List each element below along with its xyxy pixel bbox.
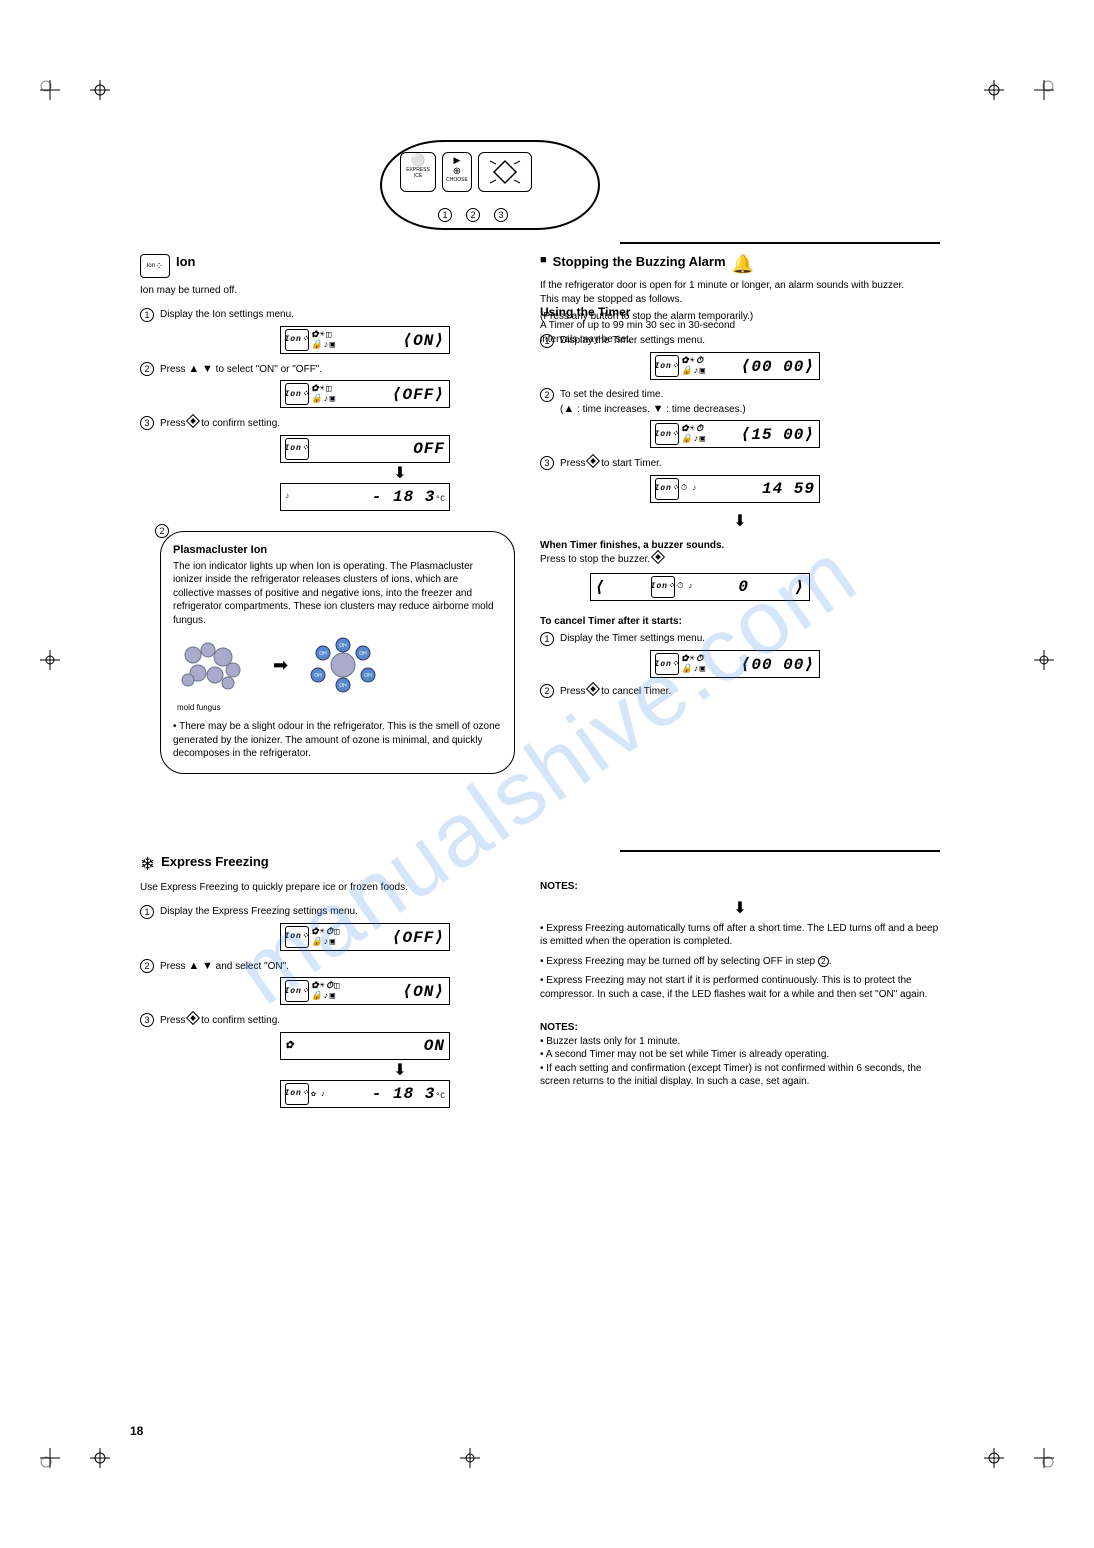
crop-tr2 (984, 80, 1004, 100)
exp-lcd-on2: ✿ ON (280, 1032, 450, 1060)
panel-body1: The ion indicator lights up when Ion is … (173, 560, 502, 628)
ion-step-2: 2 (140, 362, 154, 376)
exp-note2: • Express Freezing may be turned off by … (540, 955, 940, 969)
exp-step1: Display the Express Freezing settings me… (160, 905, 358, 919)
exp-lcd-on: Ion⁘✿☀⏱◫🔒♪▣ ⟨ON⟩ (280, 977, 450, 1005)
mold-after-icon: OH OH OH OH OH OH (298, 635, 398, 695)
svg-text:OH: OH (364, 673, 372, 679)
timer-lcd-0000b: Ion⁘✿☀⏱🔒♪▣ ⟨00 00⟩ (650, 650, 820, 678)
panel-body2: • There may be a slight odour in the ref… (173, 720, 502, 761)
timer-cancel-title: To cancel Timer after it starts: (540, 615, 940, 629)
exp-note1: • Express Freezing automatically turns o… (540, 922, 940, 949)
ion-step-1: 1 (140, 308, 154, 322)
down-arrow-icon: ⬇ (280, 1060, 520, 1080)
ion-step2: Press ▲ ▼ to select "ON" or "OFF". (160, 362, 322, 377)
svg-text:OH: OH (319, 651, 327, 657)
svg-text:OH: OH (339, 683, 347, 689)
alarm-intro: If the refrigerator door is open for 1 m… (540, 279, 920, 306)
mold-caption: mold fungus (177, 703, 502, 714)
btn-choose: CHOOSE (443, 177, 471, 183)
ion-lcd-off: Ion⁘✿☀◫🔒♪▣ ⟨OFF⟩ (280, 380, 450, 408)
timer-lcd-1500: Ion⁘✿☀⏱🔒♪▣ ⟨15 00⟩ (650, 420, 820, 448)
ion-intro: Ion may be turned off. (140, 284, 520, 298)
svg-text:OH: OH (314, 673, 322, 679)
ion-icon: Ion⁘ (140, 254, 170, 278)
timer-finish-title: When Timer finishes, a buzzer sounds. (540, 539, 940, 553)
page-number: 18 (130, 1424, 143, 1438)
timer-cancel-2: Press to cancel Timer. (560, 684, 671, 699)
timer-step3: Press to start Timer. (560, 456, 662, 471)
ion-lcd-on: Ion⁘✿☀◫🔒♪▣ ⟨ON⟩ (280, 326, 450, 354)
crop-tr (1034, 80, 1054, 100)
timer-lcd-1459: Ion⁘⏱ ♪ 14 59 (650, 475, 820, 503)
timer-cancel-1: Display the Timer settings menu. (560, 632, 705, 646)
bell-icon: 🔔 (732, 254, 754, 275)
panel-num: 2 (155, 524, 169, 538)
ion-step3: Press to confirm setting. (160, 416, 280, 431)
btn-express-l2: ICE (401, 173, 435, 179)
ion-title: Ion (176, 254, 196, 269)
separator (620, 850, 940, 852)
exp-step2: Press ▲ ▼ and select "ON". (160, 959, 289, 974)
timer-note3: • If each setting and confirmation (exce… (540, 1062, 940, 1089)
exp-note3: • Express Freezing may not start if it i… (540, 974, 940, 1001)
timer-intro: A Timer of up to 99 min 30 sec in 30-sec… (540, 319, 740, 346)
control-panel-diagram: ⚪ EXPRESS ICE ▶ ⊕ CHOOSE 1 2 3 (380, 140, 600, 230)
arrow-right-icon: ➡ (273, 655, 288, 676)
crop-ml (40, 650, 60, 670)
exp-lcd-temp: Ion⁘✿ ♪ - 18 3°C (280, 1080, 450, 1108)
timer-step2: To set the desired time.(▲ : time increa… (560, 388, 746, 416)
timer-note2: • A second Timer may not be set while Ti… (540, 1048, 940, 1062)
ion-lcd-temp: ♪ - 18 3°C (280, 483, 450, 511)
timer-note1: • Buzzer lasts only for 1 minute. (540, 1035, 940, 1049)
ctrl-num-1: 1 (438, 208, 452, 222)
svg-text:OH: OH (339, 643, 347, 649)
crop-tl2 (90, 80, 110, 100)
crop-tl (40, 80, 60, 100)
timer-finish-body: Press to stop the buzzer. (540, 552, 940, 567)
timer-title: Using the Timer (540, 305, 630, 319)
crop-br2 (984, 1448, 1004, 1468)
crop-mr (1034, 650, 1054, 670)
svg-text:OH: OH (359, 651, 367, 657)
mold-before-icon (173, 635, 263, 695)
panel-title: Plasmacluster Ion (173, 544, 502, 556)
express-intro: Use Express Freezing to quickly prepare … (140, 881, 520, 895)
snowflake-icon: ❄ (140, 854, 155, 875)
plasmacluster-panel: 2 Plasmacluster Ion The ion indicator li… (160, 531, 515, 774)
timer-lcd-0000: Ion⁘✿☀⏱🔒♪▣ ⟨00 00⟩ (650, 352, 820, 380)
timer-lcd-zero: ⟨ Ion⁘⏱ ♪ 0 ⟩ (590, 573, 810, 601)
down-arrow-icon: ⬇ (280, 463, 520, 483)
ion-step-3: 3 (140, 416, 154, 430)
alarm-title: Stopping the Buzzing Alarm (553, 254, 726, 269)
separator (620, 242, 940, 244)
ion-lcd-off2: Ion⁘ OFF (280, 435, 450, 463)
crop-br (1034, 1448, 1054, 1468)
down-arrow-icon: ⬇ (733, 900, 746, 917)
crop-bm (460, 1448, 480, 1468)
exp-step3: Press to confirm setting. (160, 1013, 280, 1028)
ctrl-num-3: 3 (494, 208, 508, 222)
timer-notes-title: NOTES: (540, 1021, 940, 1035)
exp-notes-title: NOTES: (540, 880, 940, 894)
crop-bl2 (90, 1448, 110, 1468)
crop-bl (40, 1448, 60, 1468)
ctrl-num-2: 2 (466, 208, 480, 222)
exp-lcd-off: Ion⁘✿☀⏱◫🔒♪▣ ⟨OFF⟩ (280, 923, 450, 951)
express-title: Express Freezing (161, 854, 269, 869)
ion-step1-text: Display the Ion settings menu. (160, 308, 294, 322)
down-arrow-icon: ⬇ (733, 513, 746, 530)
